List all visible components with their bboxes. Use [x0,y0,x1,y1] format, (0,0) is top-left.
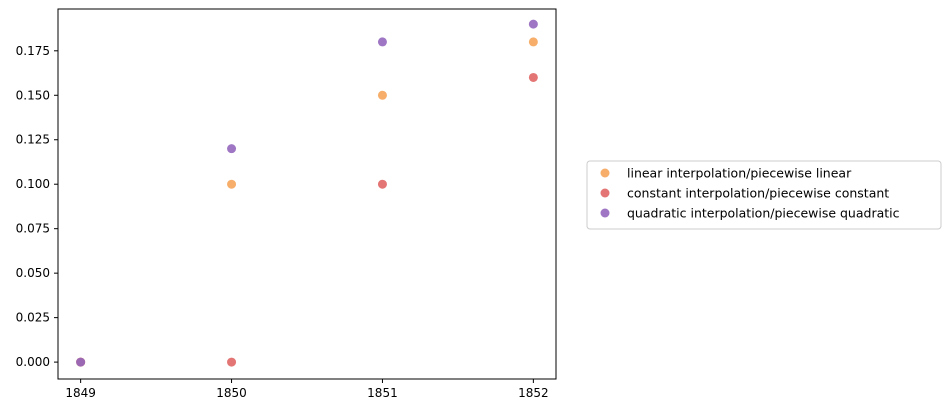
data-point-series-3 [227,144,237,154]
legend-marker [600,168,610,178]
y-tick-label: 0.125 [16,133,50,147]
y-tick-label: 0.100 [16,177,50,191]
legend-marker [600,188,610,198]
x-axis: 1849 1850 1851 1852 [65,379,549,400]
x-tick-label: 1852 [518,386,549,400]
data-point-series-2 [377,179,387,189]
data-point-series-3 [377,37,387,47]
legend-label: constant interpolation/piecewise constan… [627,186,889,201]
y-tick-label: 0.025 [16,311,50,325]
y-axis: 0.000 0.025 0.050 0.075 0.100 0.125 0.150 0.175 [16,44,58,369]
y-tick-label: 0.075 [16,222,50,236]
data-point-series-1 [528,37,538,47]
data-points [76,19,538,367]
data-point-series-1 [377,90,387,100]
plot-area [57,8,557,380]
legend-marker [600,208,610,218]
x-tick-label: 1851 [367,386,398,400]
legend-frame [586,160,942,230]
y-tick-label: 0.175 [16,44,50,58]
y-tick-label: 0.150 [16,88,50,102]
legend-label: quadratic interpolation/piecewise quadra… [627,206,900,221]
x-tick-label: 1850 [216,386,247,400]
data-point-series-2 [227,357,237,367]
legend: linear interpolation/piecewise linear con… [586,160,942,230]
y-tick-label: 0.000 [16,355,50,369]
legend-label: linear interpolation/piecewise linear [627,166,852,181]
x-tick-label: 1849 [65,386,96,400]
y-tick-label: 0.050 [16,266,50,280]
data-point-series-1 [227,179,237,189]
data-point-series-3 [528,19,538,29]
data-point-series-2 [528,72,538,82]
data-point-series-3 [76,357,86,367]
